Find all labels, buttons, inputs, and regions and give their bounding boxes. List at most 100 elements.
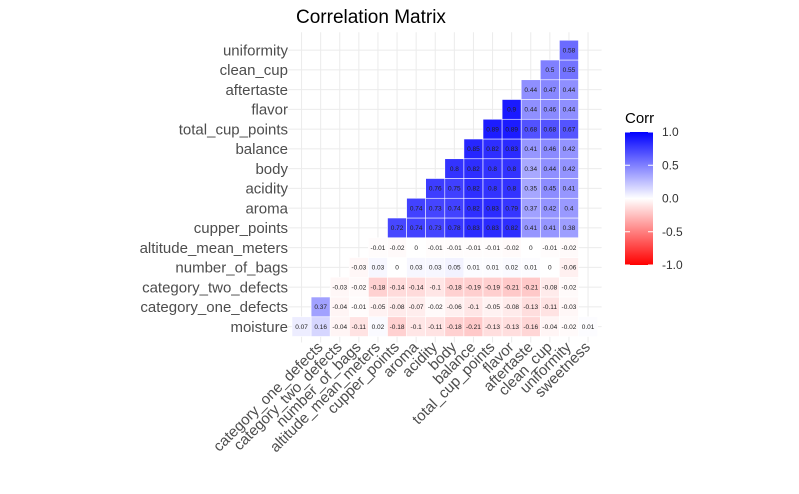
y-tick-label: flavor <box>251 102 288 119</box>
cell-value-label: 0.68 <box>524 126 537 133</box>
cell-value-label: 0.82 <box>467 186 480 193</box>
cell-value-label: 0.02 <box>372 324 385 331</box>
color-legend: Corr 1.0 0.5 0.0 -0.5 -1.0 <box>625 110 683 272</box>
cell-value-label: 0.78 <box>448 225 461 232</box>
cell-value-label: 0.01 <box>524 265 537 272</box>
cell-value-label: -0.11 <box>543 304 558 311</box>
cell-value-label: 0 <box>548 265 552 272</box>
cell-value-label: 0.02 <box>505 265 518 272</box>
cell-value-label: 0.74 <box>448 205 461 212</box>
cell-value-label: 0.16 <box>314 324 327 331</box>
cell-value-label: -0.11 <box>428 324 443 331</box>
y-tick-label: category_two_defects <box>142 279 288 296</box>
cell-value-label: 0.35 <box>524 186 537 193</box>
cell-value-label: 0.46 <box>544 146 557 153</box>
cell-value-label: -0.13 <box>485 324 500 331</box>
cell-value-label: -0.01 <box>447 245 462 252</box>
cell-value-label: 0.47 <box>544 87 557 94</box>
cell-value-label: 0.8 <box>507 166 516 173</box>
cell-value-label: 0.44 <box>563 107 576 114</box>
cell-value-label: 0.83 <box>505 146 518 153</box>
cell-value-label: -0.03 <box>332 284 347 291</box>
cell-value-label: -0.07 <box>409 304 424 311</box>
cell-value-label: 0.34 <box>524 166 537 173</box>
y-tick-label: uniformity <box>223 42 289 59</box>
cell-value-label: 0.76 <box>429 186 442 193</box>
cell-value-label: -0.14 <box>390 284 405 291</box>
y-tick-label: category_one_defects <box>140 299 288 316</box>
cell-value-label: -0.04 <box>542 324 557 331</box>
cell-value-label: -0.18 <box>447 324 462 331</box>
cell-value-label: -0.02 <box>390 245 405 252</box>
y-tick-label: cupper_points <box>194 220 288 237</box>
cell-value-label: 0.83 <box>486 205 499 212</box>
cell-value-label: 0.05 <box>448 265 461 272</box>
x-axis-labels: category_one_defectscategory_two_defects… <box>210 338 594 455</box>
cell-value-label: 0.44 <box>544 166 557 173</box>
heatmap-cell <box>559 39 579 61</box>
legend-title: Corr <box>625 110 654 127</box>
cell-value-label: 0.82 <box>505 225 518 232</box>
cell-value-label: 0.41 <box>524 225 537 232</box>
cell-value-label: 0.44 <box>524 107 537 114</box>
cell-value-label: -0.02 <box>428 304 443 311</box>
cell-value-label: 0.01 <box>582 324 595 331</box>
cell-value-label: 0.82 <box>467 205 480 212</box>
y-axis-labels: moisture category_one_defects category_two… <box>140 42 289 336</box>
cell-value-label: 0.83 <box>486 225 499 232</box>
cell-value-label: -0.1 <box>468 304 480 311</box>
cell-value-label: 0.45 <box>544 186 557 193</box>
cell-value-label: 0.8 <box>488 166 497 173</box>
cell-value-label: 0.82 <box>486 146 499 153</box>
cell-value-label: -0.04 <box>332 324 347 331</box>
cell-value-label: 0.01 <box>486 265 499 272</box>
legend-tick-label: -0.5 <box>662 225 683 239</box>
cell-value-label: -0.04 <box>332 304 347 311</box>
y-tick-label: balance <box>235 141 288 158</box>
y-tick-label: aroma <box>245 200 288 217</box>
y-tick-label: altitude_mean_meters <box>140 240 288 257</box>
cell-value-label: 0.82 <box>467 166 480 173</box>
cell-value-label: -0.1 <box>430 284 442 291</box>
cell-value-label: 0.03 <box>372 265 385 272</box>
cell-value-label: -0.06 <box>562 265 577 272</box>
cell-value-label: 0.01 <box>467 265 480 272</box>
cell-value-label: 0.46 <box>544 107 557 114</box>
cell-value-label: -0.18 <box>371 284 386 291</box>
cell-value-label: -0.02 <box>351 284 366 291</box>
cell-value-label: -0.01 <box>542 245 557 252</box>
cell-value-label: -0.21 <box>466 324 481 331</box>
cell-value-label: 0.67 <box>563 126 576 133</box>
y-tick-label: moisture <box>230 319 288 336</box>
cell-value-label: -0.13 <box>523 304 538 311</box>
cell-value-label: -0.01 <box>466 245 481 252</box>
cell-value-label: 0.89 <box>486 126 499 133</box>
cell-value-label: 0.8 <box>488 186 497 193</box>
cell-value-label: 0.07 <box>295 324 308 331</box>
cell-value-label: -0.01 <box>351 304 366 311</box>
cell-value-label: 0.42 <box>563 166 576 173</box>
legend-tick-label: 0.0 <box>662 192 679 206</box>
cell-value-label: 0.38 <box>563 225 576 232</box>
cell-value-label: 0.42 <box>544 205 557 212</box>
y-tick-label: aftertaste <box>225 82 288 99</box>
cell-value-label: 0 <box>529 245 533 252</box>
cell-value-label: 0.85 <box>467 146 480 153</box>
cell-value-label: -0.19 <box>485 284 500 291</box>
cell-value-label: 0.83 <box>467 225 480 232</box>
cell-value-label: 0.41 <box>524 146 537 153</box>
cell-value-label: -0.13 <box>504 324 519 331</box>
cell-value-label: -0.02 <box>562 324 577 331</box>
cell-value-label: -0.21 <box>523 284 538 291</box>
cell-value-label: 0.44 <box>563 87 576 94</box>
cell-value-label: 0.68 <box>544 126 557 133</box>
cell-value-label: -0.08 <box>390 304 405 311</box>
cell-value-label: 0.9 <box>507 107 516 114</box>
cell-value-label: -0.16 <box>523 324 538 331</box>
cell-value-label: 0.55 <box>563 67 576 74</box>
cell-value-label: 0.72 <box>391 225 404 232</box>
cell-value-label: 0.44 <box>524 87 537 94</box>
cell-value-label: 0.41 <box>563 186 576 193</box>
cell-value-label: -0.02 <box>562 245 577 252</box>
